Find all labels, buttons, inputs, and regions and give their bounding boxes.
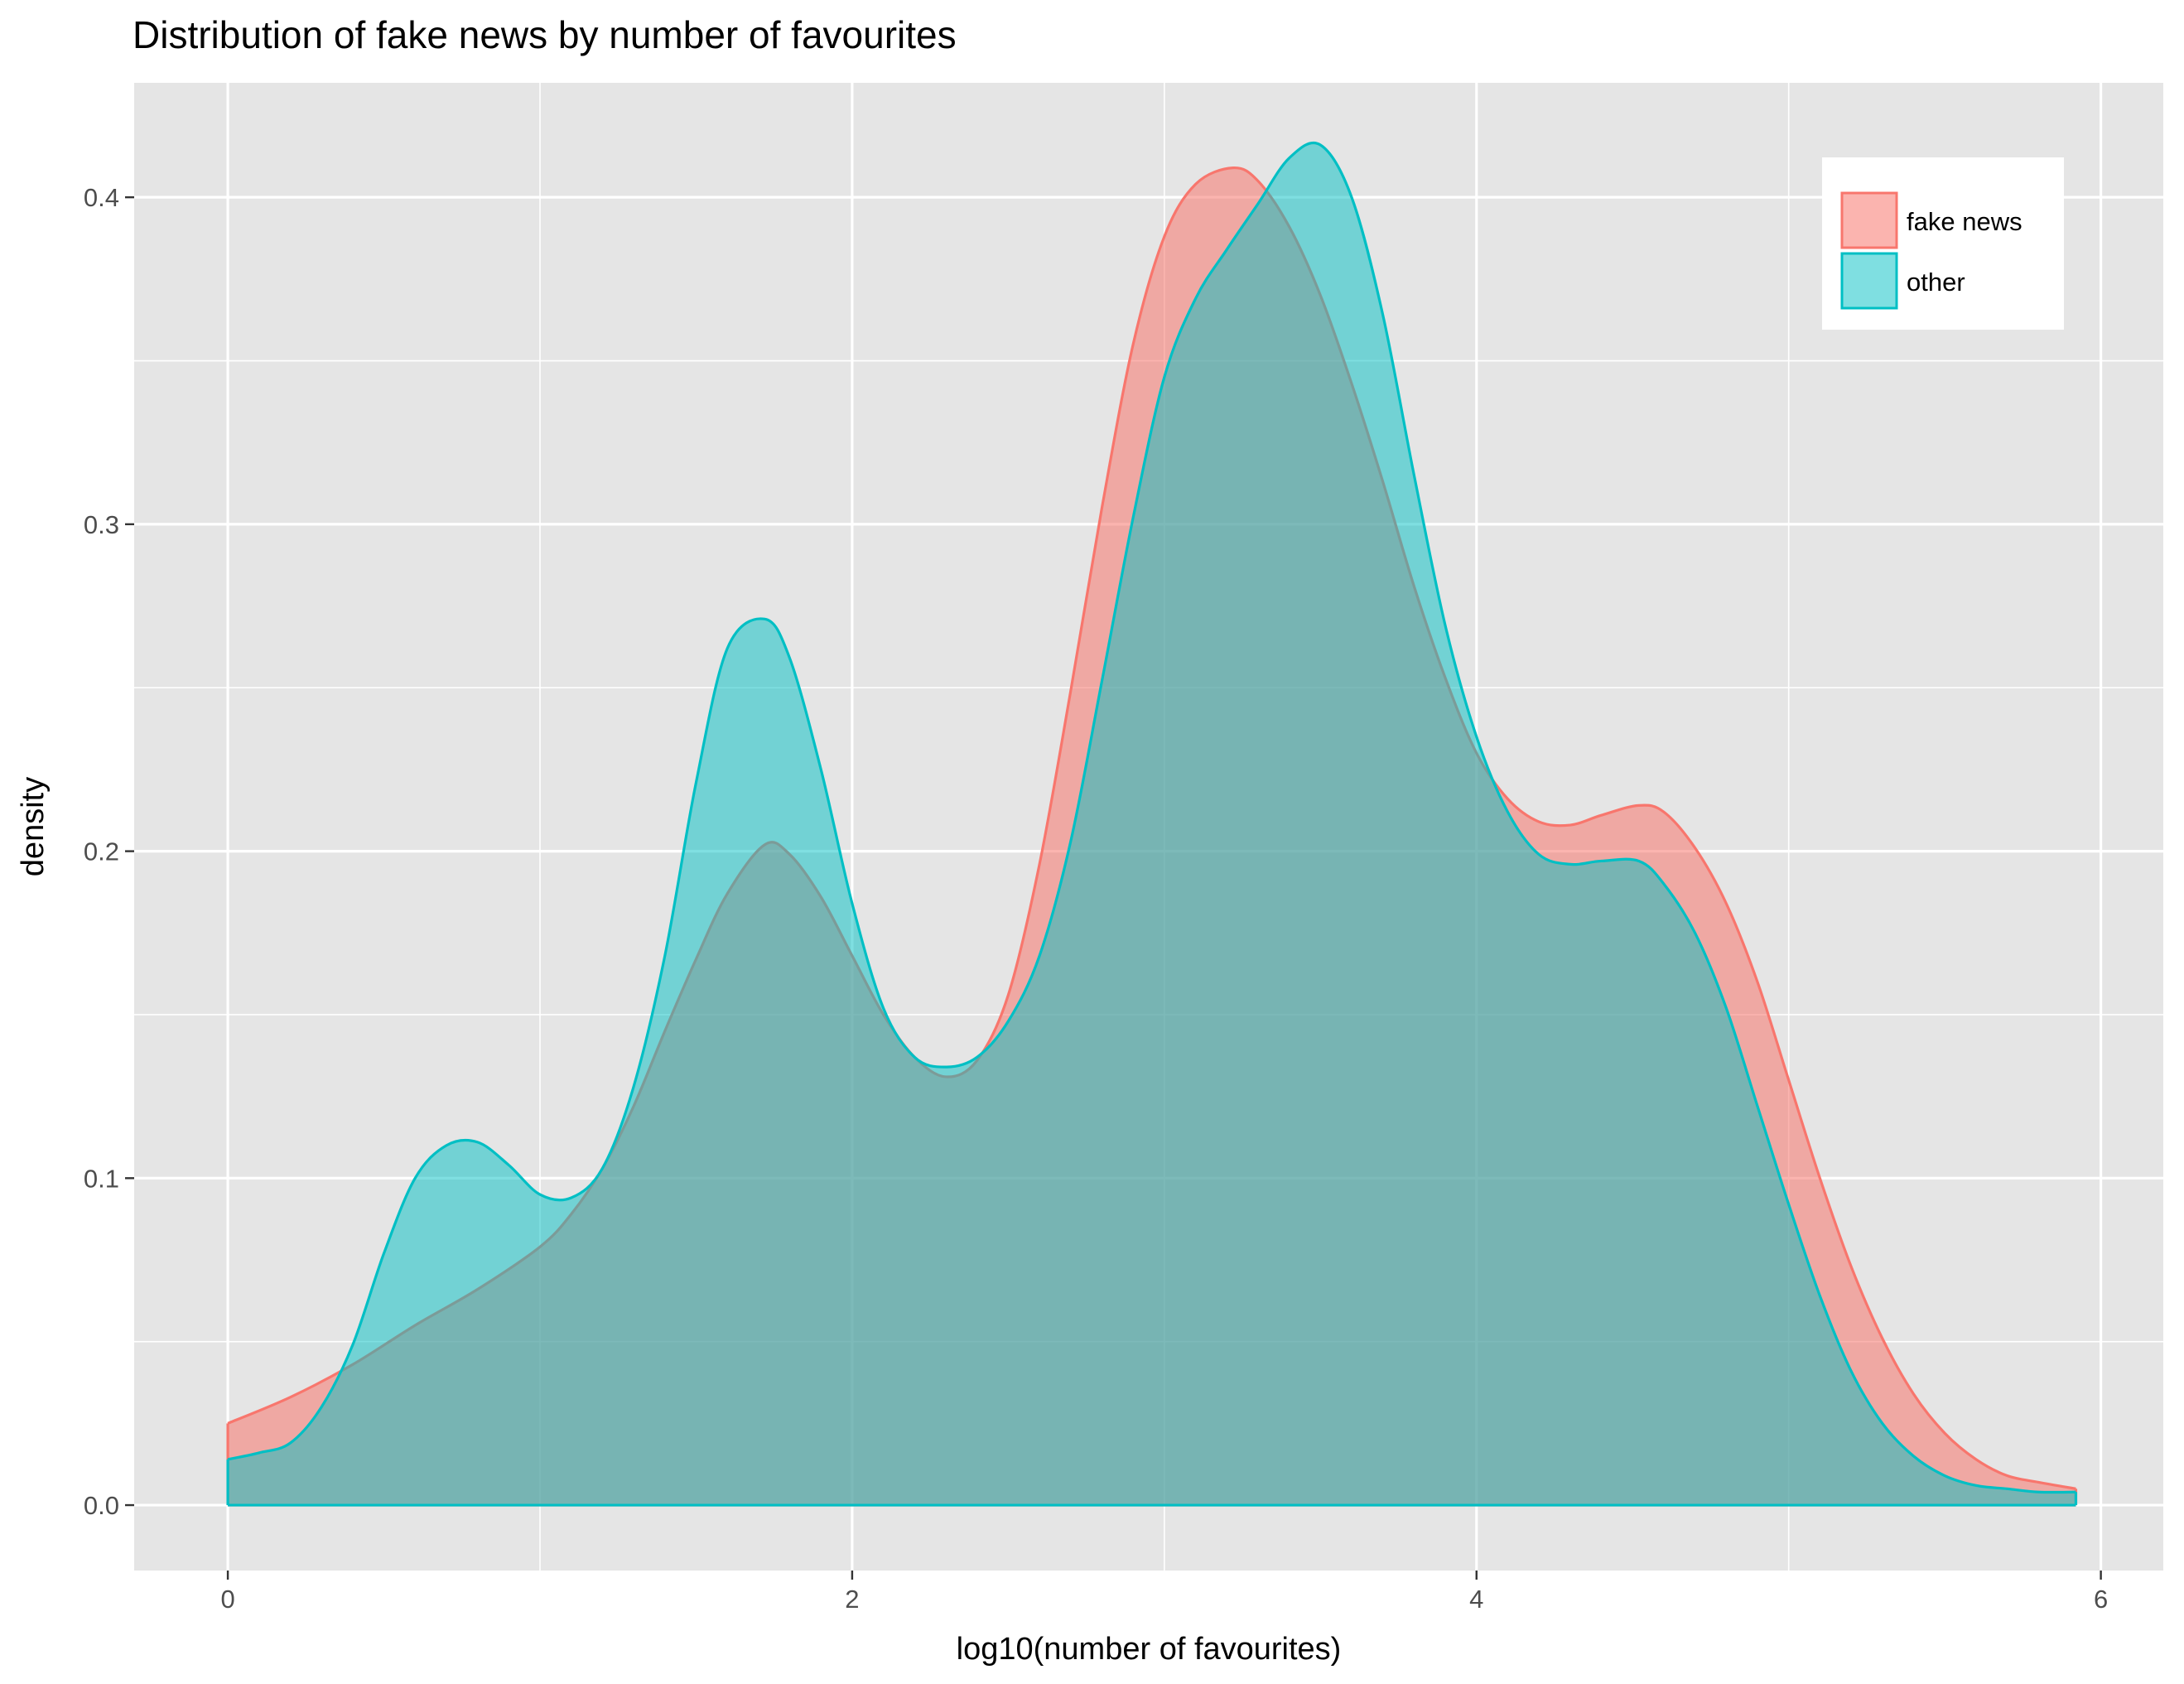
y-tick-label: 0.3 <box>84 510 119 539</box>
y-axis: 0.0 0.1 0.2 0.3 0.4 <box>84 183 134 1520</box>
density-areas <box>226 141 2078 1507</box>
density-line-other <box>227 141 2076 1494</box>
chart-title: Distribution of fake news by number of f… <box>133 13 957 56</box>
y-tick-label: 0.0 <box>84 1491 119 1520</box>
y-tick-label: 0.2 <box>84 837 119 866</box>
x-axis-title: log10(number of favourites) <box>957 1632 1342 1667</box>
legend-key-fake-news <box>1840 191 1898 249</box>
x-axis: 0 2 4 6 <box>220 1571 2108 1614</box>
x-tick-label: 0 <box>220 1585 234 1614</box>
x-tick-label: 6 <box>2094 1585 2108 1614</box>
x-tick-label: 2 <box>845 1585 859 1614</box>
x-tick-label: 4 <box>1469 1585 1483 1614</box>
legend-key-other <box>1840 252 1898 310</box>
density-area-other <box>228 142 2076 1506</box>
y-tick-label: 0.4 <box>84 183 119 212</box>
legend-label-other: other <box>1907 268 1965 297</box>
y-tick-label: 0.1 <box>84 1164 119 1193</box>
y-axis-title: density <box>16 777 51 876</box>
legend-label-fake-news: fake news <box>1907 207 2022 236</box>
legend: fake news other <box>1822 157 2064 330</box>
